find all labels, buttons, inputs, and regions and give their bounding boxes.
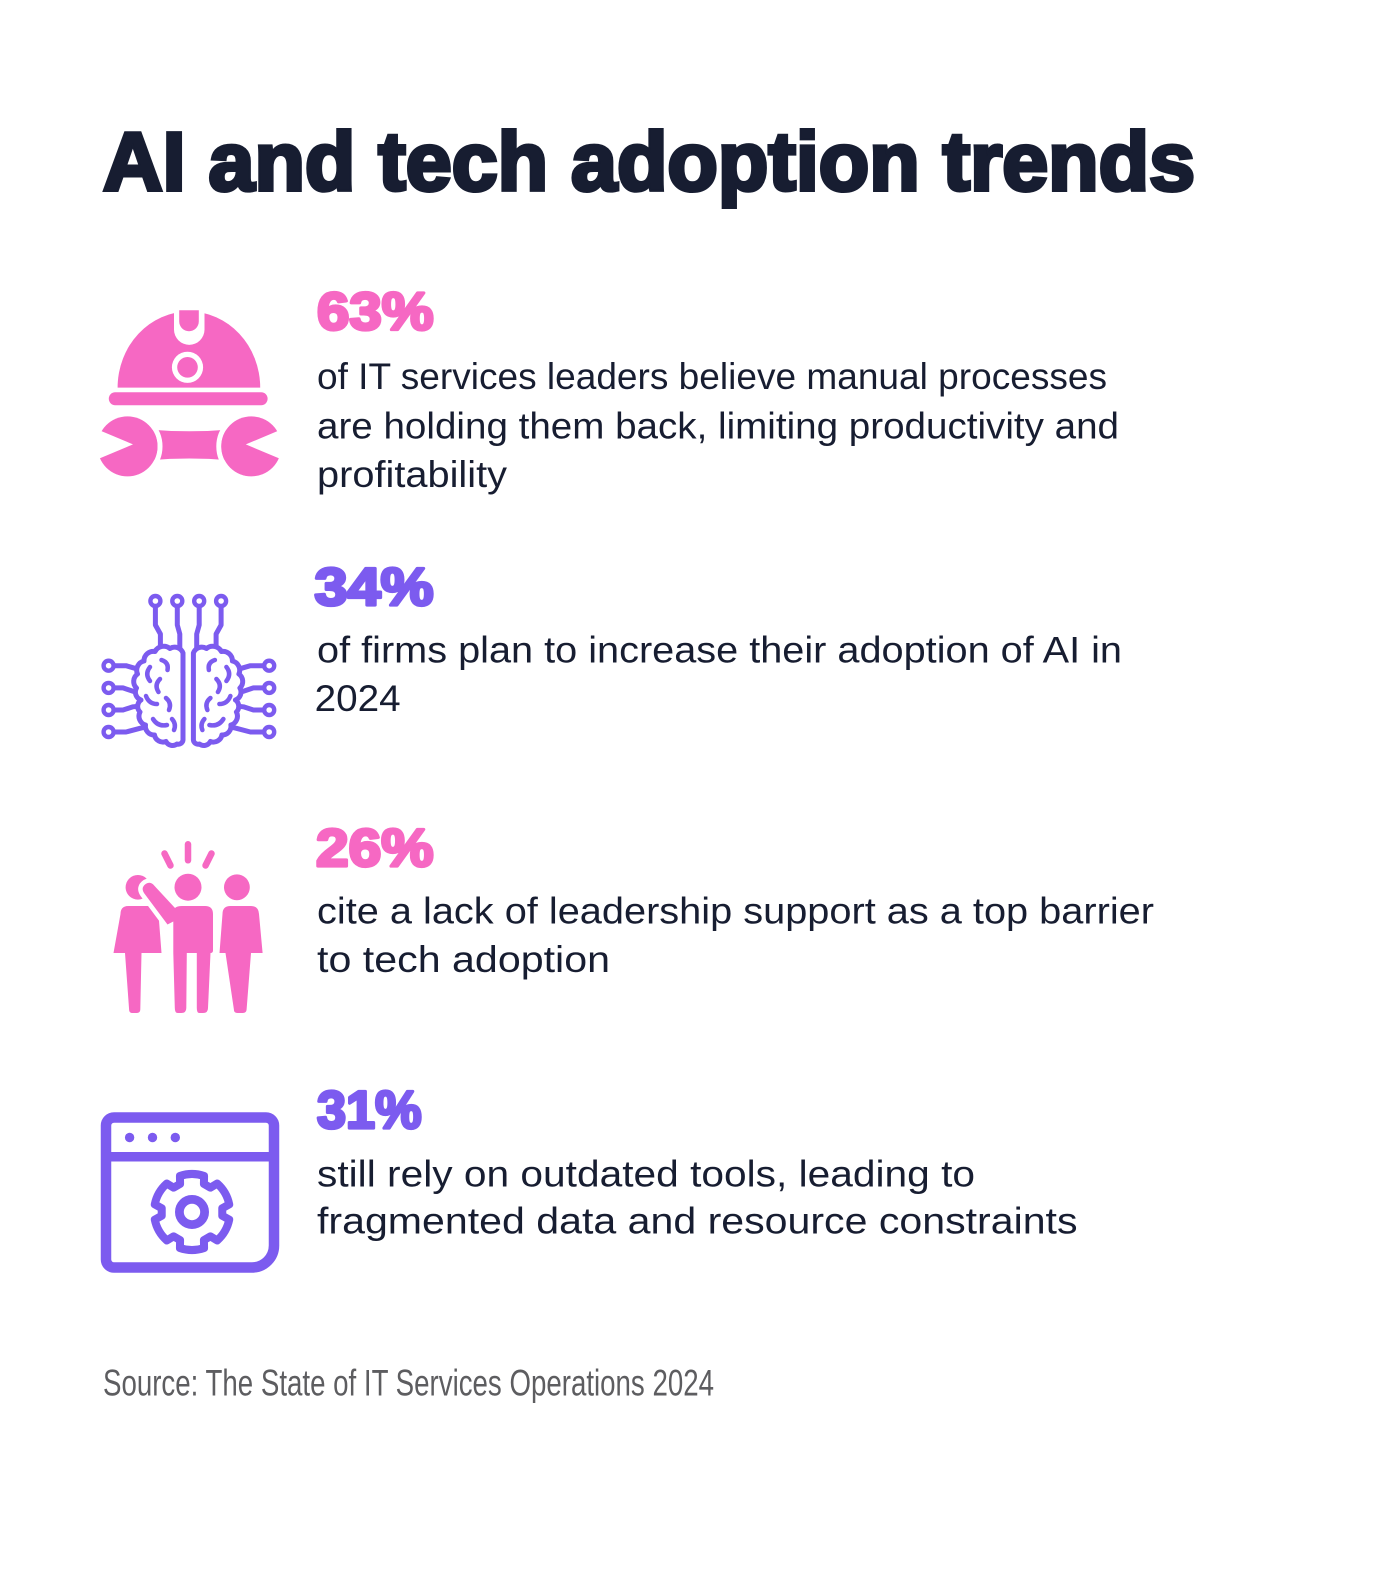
svg-text:of firms plan to increase thei: of firms plan to increase their adoption… <box>317 629 1122 671</box>
svg-text:are holding them back, limitin: are holding them back, limiting producti… <box>317 404 1119 446</box>
svg-text:Source: The State of IT Servic: Source: The State of IT Services Operati… <box>103 1363 714 1404</box>
svg-text:31%: 31% <box>317 1081 422 1140</box>
svg-text:2024: 2024 <box>315 677 401 719</box>
svg-text:profitability: profitability <box>317 453 507 495</box>
svg-text:of IT services leaders believe: of IT services leaders believe manual pr… <box>317 355 1107 397</box>
svg-text:cite a lack of leadership supp: cite a lack of leadership support as a t… <box>317 890 1154 932</box>
svg-text:34%: 34% <box>315 558 434 617</box>
svg-text:AI and tech adoption trends: AI and tech adoption trends <box>103 115 1195 208</box>
svg-text:still rely on outdated tools,: still rely on outdated tools, leading to <box>317 1153 975 1195</box>
svg-text:fragmented data and resource c: fragmented data and resource constraints <box>317 1200 1078 1242</box>
svg-text:to tech adoption: to tech adoption <box>317 938 610 980</box>
svg-text:26%: 26% <box>316 819 434 878</box>
svg-text:63%: 63% <box>317 283 434 342</box>
